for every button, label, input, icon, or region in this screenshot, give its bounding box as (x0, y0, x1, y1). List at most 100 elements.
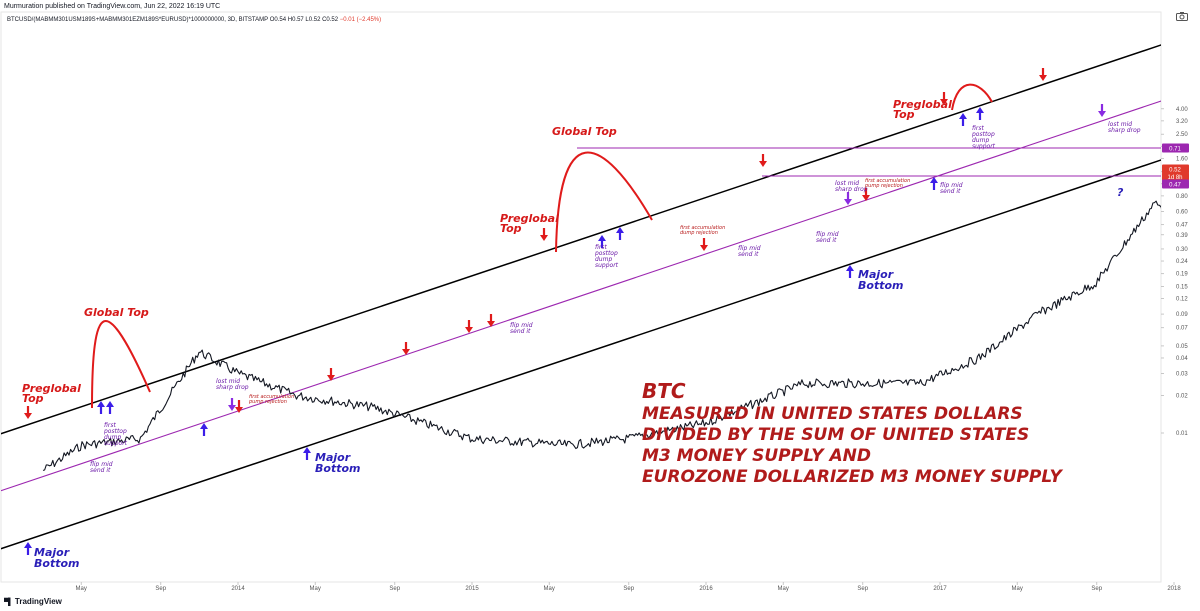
blue-label: Major (34, 546, 70, 559)
x-tick-label: Sep (1091, 586, 1102, 592)
upper-channel-line (1, 44, 1161, 435)
red-arrow-head (540, 235, 548, 241)
red-arrow (465, 320, 473, 333)
headline-line: DIVIDED BY THE SUM OF UNITED STATES (642, 425, 1029, 445)
purple-note: support (595, 262, 619, 269)
x-tick-label: 2017 (933, 586, 947, 592)
price-tag-label: 0.52 (1169, 168, 1181, 174)
red-label: Preglobal (500, 212, 559, 225)
purple-note: flip mid (940, 182, 963, 189)
plot-layer (1, 44, 1161, 550)
purple-note: first (972, 125, 984, 132)
y-tick-label: 0.07 (1176, 326, 1188, 332)
x-tick-label: 2018 (1167, 586, 1181, 592)
camera-icon[interactable] (1176, 12, 1188, 21)
red-arrow (700, 238, 708, 251)
tradingview-brand[interactable]: ▀▌ TradingView (4, 597, 62, 606)
red-arrow-head (862, 195, 870, 201)
question-mark: ? (1117, 186, 1124, 199)
tradingview-logo-icon: ▀▌ (4, 599, 13, 606)
red-label: Preglobal (22, 382, 81, 395)
red-arrow (1039, 68, 1047, 81)
headline-line: BTC (642, 379, 686, 403)
purple-note: sharp drop (835, 186, 868, 193)
blue-label: Bottom (315, 462, 360, 475)
red-label: Top (22, 392, 44, 405)
red-arrow-head (235, 407, 243, 413)
blue-label: Major (315, 451, 351, 464)
red-label: Top (893, 108, 915, 121)
red-arrow-head (759, 161, 767, 167)
change-text: −0.01 (−2.45%) (339, 17, 382, 23)
blue-arrow-head (598, 235, 606, 241)
blue-arrow (959, 113, 967, 126)
purple-arrow-head (844, 199, 852, 205)
price-tag-label: 0.47 (1169, 183, 1181, 189)
lower-channel-line (1, 159, 1161, 550)
y-tick-label: 0.47 (1176, 223, 1188, 229)
x-tick-label: Sep (155, 586, 166, 592)
x-tick-label: Sep (623, 586, 634, 592)
headline-line: MEASURED IN UNITED STATES DOLLARS (642, 404, 1023, 424)
red-note: dump rejection (680, 230, 718, 236)
blue-arrow-head (106, 401, 114, 407)
red-arrow-head (700, 245, 708, 251)
price-tag-label: 1d 8h (1167, 175, 1182, 181)
global-top-arc-2013 (91, 320, 151, 409)
red-arrow (940, 92, 948, 105)
x-tick-label: 2016 (699, 586, 713, 592)
red-arrow-head (327, 375, 335, 381)
blue-arrow (930, 177, 938, 190)
headline-line: M3 MONEY SUPPLY AND (642, 446, 871, 466)
plot-frame (0, 11, 1162, 583)
purple-arrow-head (228, 405, 236, 411)
purple-note: posttop (971, 131, 995, 138)
red-note: pump rejection (864, 183, 903, 189)
purple-note: flip mid (510, 322, 533, 329)
y-tick-label: 0.12 (1176, 297, 1188, 303)
midline (1, 100, 1161, 492)
y-tick-label: 0.60 (1176, 209, 1188, 215)
price-tag: 0.47 (1162, 179, 1189, 189)
blue-arrow (976, 107, 984, 120)
price-tag-bg (1162, 164, 1189, 174)
x-tick-label: Sep (389, 586, 400, 592)
purple-note: dump (595, 256, 612, 263)
red-label: Global Top (84, 306, 149, 319)
blue-arrow (303, 447, 311, 460)
x-tick-label: May (76, 586, 87, 592)
symbol-text[interactable]: BTCUSD/(MABMM301USM189S+MABMM301EZM189S*… (7, 17, 269, 23)
ohlc-text: O0.54 H0.57 L0.52 C0.52 (269, 17, 339, 23)
red-arrow (759, 154, 767, 167)
x-tick-label: 2014 (231, 586, 245, 592)
red-arrow (862, 188, 870, 201)
blue-arrow (97, 401, 105, 414)
price-tag-bg (1162, 172, 1189, 181)
x-tick-label: May (778, 586, 789, 592)
y-tick-label: 4.00 (1176, 107, 1188, 113)
purple-note: dump (104, 434, 121, 441)
red-arrow-head (24, 413, 32, 419)
purple-note: flip mid (90, 461, 113, 468)
price-series (42, 200, 1161, 471)
purple-note: dump (972, 137, 989, 144)
y-tick-label: 2.50 (1176, 132, 1188, 138)
y-tick-label: 0.24 (1176, 259, 1188, 265)
purple-note: lost mid (1108, 121, 1132, 128)
blue-arrow (200, 423, 208, 436)
red-arrow (487, 314, 495, 327)
symbol-line: BTCUSD/(MABMM301USM189S+MABMM301EZM189S*… (7, 17, 381, 23)
red-arrow-head (465, 327, 473, 333)
x-tick-label: May (310, 586, 321, 592)
red-arrow (540, 228, 548, 241)
purple-arrow (1098, 104, 1106, 117)
red-note: first accumulation (680, 225, 725, 231)
red-arrow (327, 368, 335, 381)
purple-note: sharp drop (1108, 127, 1141, 134)
price-tag: 0.52 (1162, 164, 1189, 174)
red-label: Global Top (552, 125, 617, 138)
blue-arrow (106, 401, 114, 414)
price-tag-bg (1162, 143, 1189, 153)
y-tick-label: 0.39 (1176, 233, 1188, 239)
